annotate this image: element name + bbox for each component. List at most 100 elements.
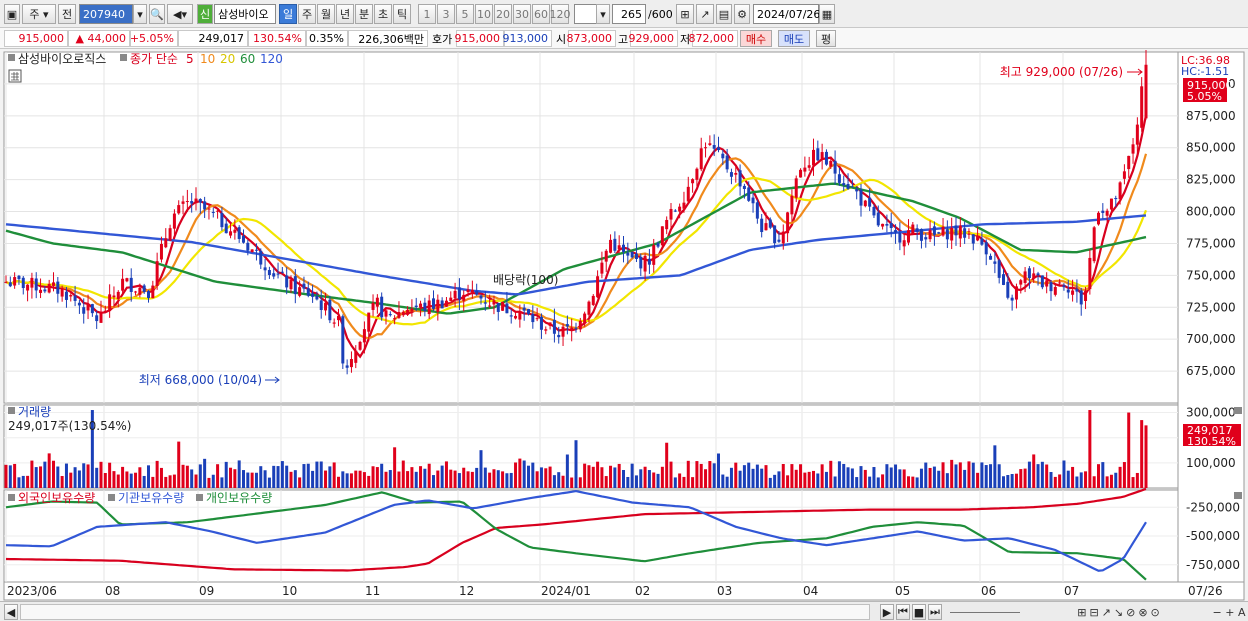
hc-label: HC:-1.51	[1181, 65, 1229, 78]
candle-body	[527, 309, 530, 314]
candle-body	[345, 365, 349, 368]
holders-y-tick: -250,000	[1186, 500, 1240, 514]
volume-bar	[1097, 464, 1100, 488]
prev-button[interactable]: 전	[58, 4, 76, 24]
interval-button-6[interactable]: 60	[532, 4, 550, 24]
market-select[interactable]: 주 ▾	[22, 4, 56, 24]
volume-bar	[393, 447, 397, 488]
volume-bar	[406, 471, 410, 488]
candle-body	[1118, 182, 1122, 200]
calendar-icon[interactable]: ▦	[819, 4, 835, 24]
scroll-right-icon[interactable]: ▶	[880, 604, 894, 620]
avg-button[interactable]: 평	[816, 30, 836, 47]
search-icon[interactable]: 🔍	[149, 4, 165, 24]
candle-body	[937, 232, 941, 234]
candle-body	[233, 229, 237, 233]
volume-bar	[453, 470, 457, 488]
scroll-left-icon[interactable]: ◀	[4, 604, 18, 620]
candle-body	[980, 238, 984, 245]
save-icon[interactable]: ▤	[716, 4, 732, 24]
draw-icon[interactable]: ↗	[696, 4, 714, 24]
candle-body	[647, 258, 651, 265]
code-input[interactable]: 207940	[79, 4, 133, 24]
period-tab-0[interactable]: 일	[279, 4, 297, 24]
candle-body	[712, 145, 716, 149]
table-toggle-icon[interactable]	[8, 69, 22, 83]
interval-button-1[interactable]: 3	[437, 4, 455, 24]
candle-body	[824, 151, 828, 165]
volume-bar	[1040, 461, 1044, 488]
sell-button[interactable]: 매도	[778, 30, 810, 47]
interval-button-0[interactable]: 1	[418, 4, 436, 24]
interval-button-3[interactable]: 10	[475, 4, 493, 24]
interval-button-5[interactable]: 30	[513, 4, 531, 24]
volume-bar	[263, 470, 267, 488]
lc-label: LC:36.98	[1181, 54, 1230, 67]
gear-icon[interactable]: ⚙	[734, 4, 750, 24]
volume-pane-close-icon[interactable]	[1234, 407, 1242, 414]
interval-button-4[interactable]: 20	[494, 4, 512, 24]
volume-bar	[73, 467, 77, 488]
window-icon[interactable]: ▣	[4, 4, 20, 24]
code-dropdown-icon[interactable]: ▾	[133, 4, 147, 24]
last-icon[interactable]: ⏭	[928, 604, 942, 620]
volume-bar	[1066, 470, 1070, 488]
zoom-slider[interactable]	[950, 604, 1020, 613]
candle-body	[337, 315, 340, 321]
first-icon[interactable]: ⏮	[896, 604, 910, 620]
period-tab-6[interactable]: 틱	[393, 4, 411, 24]
candle-body	[229, 231, 233, 236]
volume-bar	[1144, 425, 1148, 488]
candle-body	[963, 228, 967, 238]
candle-body	[665, 219, 669, 230]
chart-canvas[interactable]: 2023/06 08 09 10 11 12 2024/01 02 03 04 05 06 07 07/2…	[0, 50, 1248, 601]
candle-body	[250, 249, 254, 252]
ma-line-60	[5, 182, 1147, 315]
candle-body	[423, 302, 427, 312]
date-input[interactable]: 2024/07/26	[753, 4, 820, 24]
candle-body	[432, 298, 435, 309]
holders-pane-close-icon[interactable]	[1234, 492, 1242, 499]
tools-icon[interactable]: ⊞	[676, 4, 694, 24]
candle-body	[26, 284, 30, 291]
draw-tools-icons[interactable]: ⊞⊟↗↘⊘⊗⊙	[1077, 605, 1163, 619]
volume-bar	[207, 477, 211, 488]
stop-icon[interactable]: ■	[912, 604, 926, 620]
zoom-controls-icon[interactable]: − + A	[1212, 605, 1246, 619]
candle-body	[889, 222, 893, 229]
candle-body	[159, 243, 163, 260]
period-tab-4[interactable]: 분	[355, 4, 373, 24]
volume-bar	[591, 466, 595, 488]
period-tab-3[interactable]: 년	[336, 4, 354, 24]
volume-bar	[103, 473, 107, 488]
volume-bar	[112, 471, 116, 488]
candle-body	[1010, 297, 1014, 301]
period-tab-5[interactable]: 초	[374, 4, 392, 24]
period-tab-2[interactable]: 월	[317, 4, 335, 24]
candle-body	[1109, 198, 1113, 210]
interval-button-7[interactable]: 120	[550, 4, 571, 24]
range-input[interactable]: 265	[612, 4, 646, 24]
volume-bar	[647, 470, 651, 488]
trade-amount: 226,306백만	[348, 30, 428, 47]
candle-body	[717, 147, 720, 151]
volume-bar	[449, 469, 453, 488]
candle-body	[570, 327, 574, 330]
legend-ma-20: 20	[220, 52, 235, 66]
y-axis-strip	[1177, 51, 1245, 583]
volume-bar	[967, 461, 971, 488]
interval-button-2[interactable]: 5	[456, 4, 474, 24]
volume-bar	[807, 471, 811, 488]
sound-icon[interactable]: ◀▾	[167, 4, 193, 24]
interval-dropdown-icon[interactable]: ▾	[596, 4, 610, 24]
scroll-track[interactable]	[20, 604, 870, 620]
candle-body	[686, 186, 690, 202]
buy-button[interactable]: 매수	[740, 30, 772, 47]
candle-body	[90, 304, 94, 314]
volume-bar	[1006, 475, 1010, 488]
volume-bar	[250, 472, 254, 488]
candle-body	[1045, 280, 1049, 287]
candle-body	[587, 301, 591, 315]
period-tab-1[interactable]: 주	[298, 4, 316, 24]
volume-bar	[902, 469, 906, 488]
